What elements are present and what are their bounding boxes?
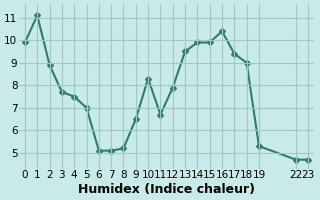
X-axis label: Humidex (Indice chaleur): Humidex (Indice chaleur) — [78, 183, 255, 196]
